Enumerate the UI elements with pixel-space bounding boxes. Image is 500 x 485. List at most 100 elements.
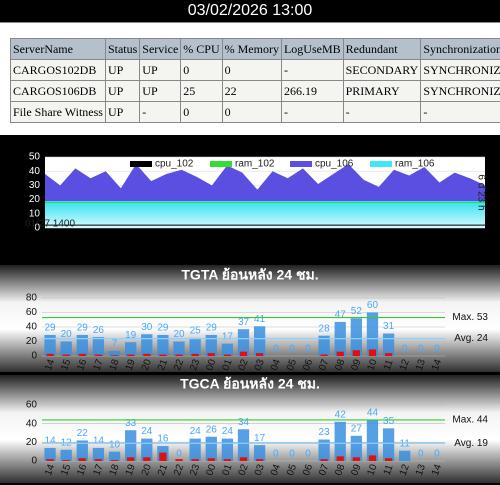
bar [108, 451, 121, 461]
table-cell: 25 [180, 80, 223, 102]
y-tick-label: 20 [26, 437, 38, 448]
bar [318, 335, 330, 356]
bar [143, 457, 151, 461]
x-tick-label: 20 [140, 463, 154, 478]
bar [127, 354, 135, 356]
bar [62, 460, 70, 461]
x-tick-label: 01/27 1400 [25, 219, 75, 230]
avg-line-label: Avg. 19 [454, 438, 488, 449]
data-label: 7 [112, 339, 118, 350]
x-tick-label: 08 [333, 358, 347, 373]
bar [352, 457, 360, 461]
x-tick-label: 14 [43, 358, 57, 373]
table-cell: - [280, 59, 344, 81]
bar [221, 343, 234, 356]
bar [78, 458, 86, 461]
data-label: 16 [157, 434, 169, 445]
bar [60, 341, 72, 356]
bar [44, 447, 56, 461]
y-tick-label: 60 [26, 400, 38, 411]
data-label: 42 [335, 409, 347, 420]
header-title: 03/02/2026 13:00 [0, 0, 500, 23]
data-label: 25 [190, 326, 202, 337]
data-label: 0 [434, 344, 440, 355]
table-cell: 0 [180, 101, 223, 123]
bar [157, 334, 169, 356]
data-label: 17 [254, 433, 266, 444]
x-tick-label: 06 [301, 358, 315, 373]
bar [336, 456, 344, 461]
bar [223, 354, 232, 356]
y-tick-label: 50 [29, 152, 41, 163]
y-tick-label: 40 [26, 322, 38, 333]
legend-swatch [130, 161, 152, 167]
x-tick-label: 14 [430, 463, 444, 478]
table-cell: PRIMARY [342, 80, 422, 102]
x-tick-label: 22 [172, 463, 186, 478]
bar [239, 351, 248, 356]
bar [110, 355, 119, 356]
data-label: 37 [238, 317, 250, 328]
x-tick-label: 13 [414, 463, 428, 478]
table-row: CARGOS106DB UP UP 25 22 266.19 PRIMARY SYNCHRON… [10, 80, 500, 102]
bar [44, 334, 56, 356]
table-cell: 0 [221, 101, 282, 123]
data-label: 0 [402, 344, 408, 355]
x-tick-label: 14 [43, 463, 57, 478]
data-label: 0 [305, 449, 311, 460]
x-tick-label: 15 [59, 358, 73, 373]
bar [76, 440, 88, 461]
table-cell: SYNCHRONIZED [420, 59, 500, 81]
data-label: 28 [319, 323, 331, 334]
legend-swatch [370, 161, 392, 167]
x-tick-label: 00 [204, 463, 218, 478]
y-tick-label: 0 [34, 223, 40, 234]
x-tick-label: 10 [366, 358, 380, 373]
bar [205, 436, 217, 461]
data-label: 0 [305, 344, 311, 355]
bar [366, 419, 379, 461]
bar [253, 445, 266, 461]
x-tick-label: 18 [108, 463, 122, 478]
x-tick-label: 03 [253, 358, 267, 373]
bar [239, 457, 248, 461]
bar [334, 421, 346, 461]
data-label: 31 [383, 321, 395, 332]
data-label: 17 [222, 331, 234, 342]
y-tick-label: 30 [29, 180, 41, 191]
x-tick-label: 12 [398, 358, 412, 373]
bar [125, 430, 137, 461]
table-cell: UP [139, 59, 182, 81]
bar [173, 341, 185, 356]
chart-background [0, 375, 500, 483]
column-header: Redundant [342, 38, 422, 60]
data-label: 29 [206, 323, 218, 334]
bar [189, 438, 201, 461]
data-label: 0 [273, 449, 279, 460]
column-header: % CPU [180, 38, 223, 60]
data-label: 14 [93, 436, 105, 447]
table-cell: - [139, 101, 182, 123]
data-label: 19 [125, 330, 137, 341]
x-tick-label: 15 [59, 463, 73, 478]
x-tick-label: 19 [124, 358, 138, 373]
x-tick-label: 17 [91, 463, 105, 478]
bar [125, 342, 137, 356]
table-cell: 22 [221, 80, 282, 102]
y-tick-label: 80 [26, 293, 38, 304]
bar [382, 333, 395, 356]
y-tick-label: 60 [26, 307, 38, 318]
x-tick-label: 11 [382, 358, 396, 372]
data-label: 26 [93, 325, 105, 336]
bar [159, 354, 167, 356]
column-header: Service [139, 38, 182, 60]
x-tick-label: 11 [382, 463, 396, 477]
bar [46, 353, 54, 356]
x-tick-label: 17 [91, 358, 105, 373]
data-label: 47 [335, 310, 347, 321]
column-header: LogUseMB [280, 38, 344, 60]
data-label: 35 [383, 416, 395, 427]
legend-label: cpu_106 [315, 159, 354, 170]
